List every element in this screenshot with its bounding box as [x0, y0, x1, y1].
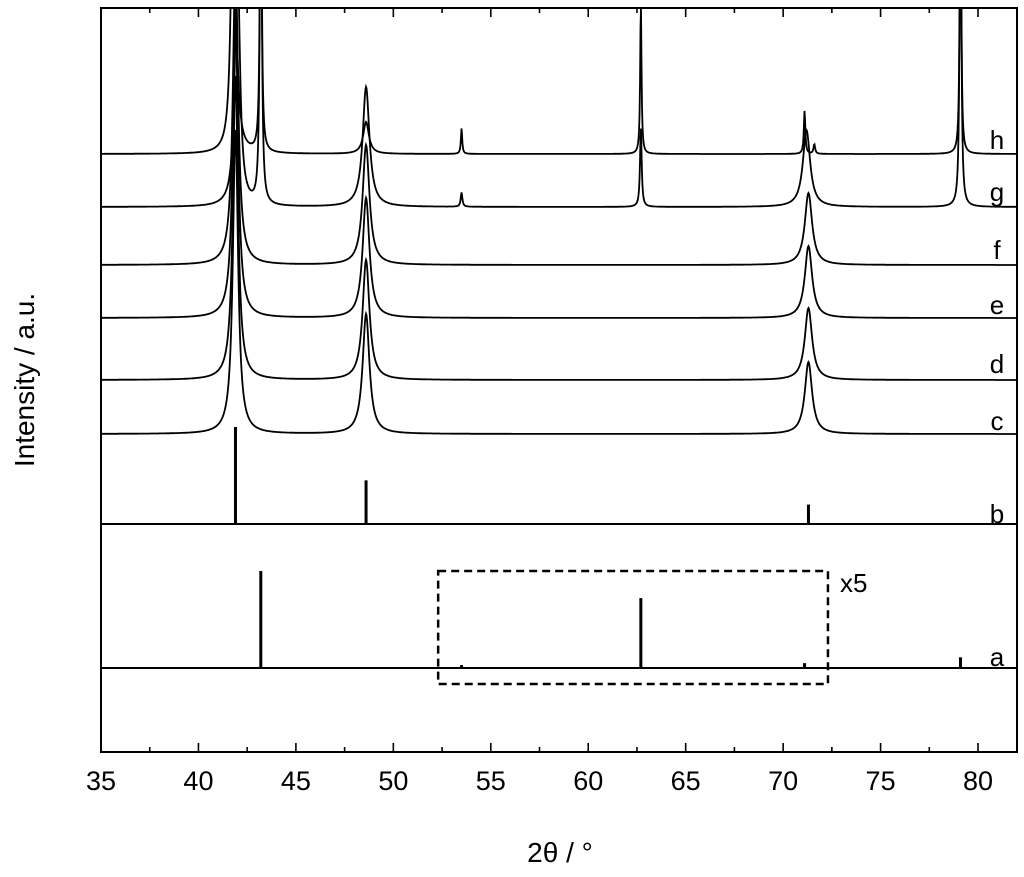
curve-label-a: a: [990, 642, 1005, 672]
pattern-curve-g: [101, 8, 1017, 208]
x-tick-label: 50: [378, 766, 408, 796]
pattern-curve-h: [101, 8, 1017, 155]
x-tick-label: 40: [183, 766, 213, 796]
pattern-curve-c: [101, 129, 1017, 435]
curve-label-f: f: [993, 235, 1001, 265]
x-tick-label: 80: [963, 766, 993, 796]
x-tick-label: 45: [281, 766, 311, 796]
curve-label-e: e: [990, 290, 1004, 320]
x-tick-label: 70: [768, 766, 798, 796]
pattern-curve-e: [101, 13, 1017, 319]
x-axis-label: 2θ / °: [527, 837, 593, 868]
x-tick-label: 55: [476, 766, 506, 796]
plot-frame: [100, 7, 1018, 753]
pattern-curve-d: [101, 75, 1017, 381]
x5-annotation: x5: [840, 568, 867, 598]
x-tick-label: 35: [86, 766, 116, 796]
x5-dashed-box: [436, 569, 830, 686]
y-axis-label: Intensity / a.u.: [9, 293, 40, 467]
curve-label-g: g: [990, 177, 1004, 207]
x-tick-label: 65: [671, 766, 701, 796]
x-tick-label: 60: [573, 766, 603, 796]
curve-label-c: c: [991, 406, 1004, 436]
curve-label-d: d: [990, 349, 1004, 379]
curve-label-h: h: [990, 125, 1004, 155]
pattern-curve-f: [101, 8, 1017, 266]
x-tick-label: 75: [866, 766, 896, 796]
curve-label-b: b: [990, 499, 1004, 529]
curves-group: [101, 8, 1017, 435]
